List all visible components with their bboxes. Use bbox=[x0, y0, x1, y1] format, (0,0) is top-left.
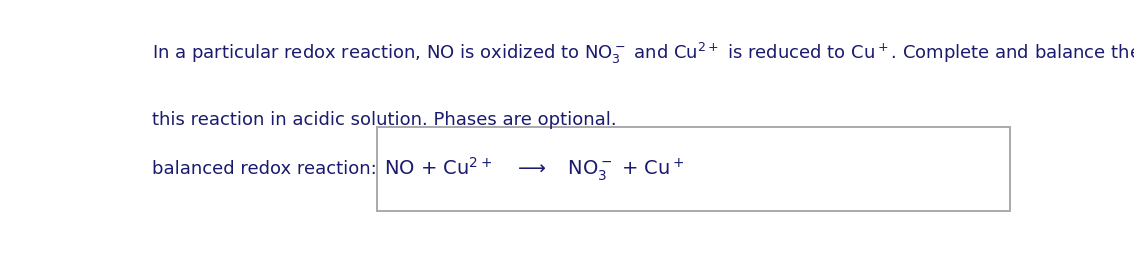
Text: balanced redox reaction:: balanced redox reaction: bbox=[152, 160, 383, 178]
Text: NO + Cu$^{2+}$   $\longrightarrow$   NO$_3^-$ + Cu$^+$: NO + Cu$^{2+}$ $\longrightarrow$ NO$_3^-… bbox=[384, 156, 685, 183]
Text: this reaction in acidic solution. Phases are optional.: this reaction in acidic solution. Phases… bbox=[152, 111, 617, 129]
Text: In a particular redox reaction, NO is oxidized to NO$_3^-$ and Cu$^{2+}$ is redu: In a particular redox reaction, NO is ox… bbox=[152, 41, 1134, 66]
FancyBboxPatch shape bbox=[378, 127, 1010, 211]
